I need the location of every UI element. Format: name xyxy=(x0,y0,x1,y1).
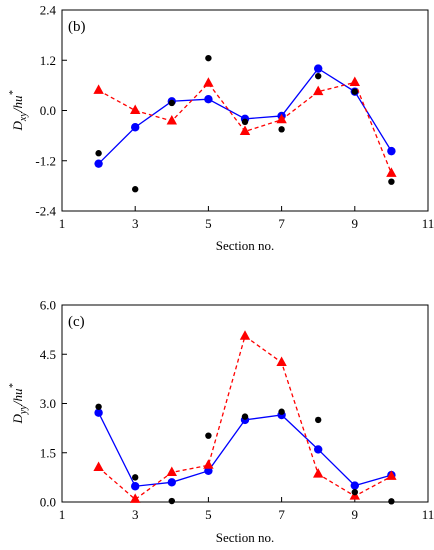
y-tick-label: 6.0 xyxy=(40,298,56,313)
data-point-red xyxy=(93,84,104,94)
data-point-red xyxy=(239,330,251,340)
y-tick-label: 1.2 xyxy=(40,53,56,68)
data-point-black xyxy=(388,498,395,505)
data-point-black xyxy=(351,88,358,95)
y-axis-title: Dxy/hu* xyxy=(8,91,29,132)
data-point-blue xyxy=(204,94,213,104)
x-tick-label: 3 xyxy=(132,507,139,522)
series-line-red xyxy=(98,335,392,501)
data-point-black xyxy=(205,54,212,62)
y-tick-label: 0.0 xyxy=(40,495,56,510)
x-tick-label: 5 xyxy=(205,216,212,231)
data-point-black xyxy=(315,72,322,80)
y-axis-title: Dyy/hu* xyxy=(8,384,29,425)
data-point-blue xyxy=(167,478,176,487)
data-point-black xyxy=(351,488,358,496)
data-point-black xyxy=(241,118,249,126)
data-point-red xyxy=(386,470,397,480)
x-axis-title: Section no. xyxy=(216,530,275,545)
data-point-blue xyxy=(350,481,359,490)
data-point-black xyxy=(278,408,285,415)
data-point-red xyxy=(313,468,324,478)
data-point-red xyxy=(130,104,141,114)
x-tick-label: 11 xyxy=(422,507,434,522)
data-point-red xyxy=(349,76,360,86)
y-tick-label: -1.2 xyxy=(35,153,56,168)
x-tick-label: 1 xyxy=(59,507,66,522)
data-point-red xyxy=(386,167,397,177)
data-point-blue xyxy=(387,146,396,156)
data-point-red xyxy=(166,466,177,476)
x-tick-label: 3 xyxy=(132,216,139,231)
panel-label: (b) xyxy=(68,19,86,35)
data-point-blue xyxy=(314,445,323,454)
data-point-red xyxy=(239,125,251,135)
chart-panel-c: 1 3 5 7 9 11 0.0 1.5 3.0 4.5 6.0 Section no. Dyy/hu*… xyxy=(8,298,434,546)
data-point-blue xyxy=(131,123,140,132)
data-point-black xyxy=(388,178,395,185)
chart-panel-b: 1 3 5 7 9 11 -2.4 -1.2 0.0 1.2 2.4 Section no. Dxy/h… xyxy=(8,3,434,254)
data-point-black xyxy=(205,432,212,439)
data-point-black xyxy=(315,416,322,424)
plot-frame xyxy=(61,9,429,212)
data-point-red xyxy=(130,493,141,503)
y-tick-label: 0.0 xyxy=(40,103,56,118)
x-tick-label: 11 xyxy=(422,216,434,231)
data-point-blue xyxy=(94,408,103,417)
data-point-black xyxy=(132,186,139,193)
panel-label: (c) xyxy=(68,314,85,330)
x-tick-label: 1 xyxy=(59,216,66,231)
data-point-red xyxy=(93,461,104,472)
data-point-black xyxy=(132,474,139,481)
x-tick-label: 7 xyxy=(278,507,285,522)
data-point-black xyxy=(241,413,249,420)
data-point-red xyxy=(276,113,287,124)
data-point-blue xyxy=(131,482,140,491)
data-point-red xyxy=(203,77,214,87)
x-tick-label: 7 xyxy=(278,216,285,231)
x-axis-title: Section no. xyxy=(216,238,275,253)
data-point-red xyxy=(166,114,177,125)
data-point-red xyxy=(313,85,324,96)
y-tick-label: 2.4 xyxy=(40,3,57,18)
data-point-blue xyxy=(94,159,103,168)
x-tick-label: 5 xyxy=(205,507,212,522)
data-point-black xyxy=(168,497,175,505)
data-point-blue xyxy=(314,64,323,73)
data-point-red xyxy=(203,459,214,469)
data-point-red xyxy=(276,356,287,366)
data-point-black xyxy=(278,126,285,133)
data-point-black xyxy=(168,99,175,107)
y-tick-label: 4.5 xyxy=(40,347,56,362)
y-tick-label: 1.5 xyxy=(40,445,56,460)
x-tick-label: 9 xyxy=(352,507,359,522)
data-point-black xyxy=(95,150,102,157)
data-point-black xyxy=(95,403,102,410)
y-tick-label: -2.4 xyxy=(35,204,56,219)
x-tick-label: 9 xyxy=(352,216,359,231)
y-tick-label: 3.0 xyxy=(40,396,56,411)
